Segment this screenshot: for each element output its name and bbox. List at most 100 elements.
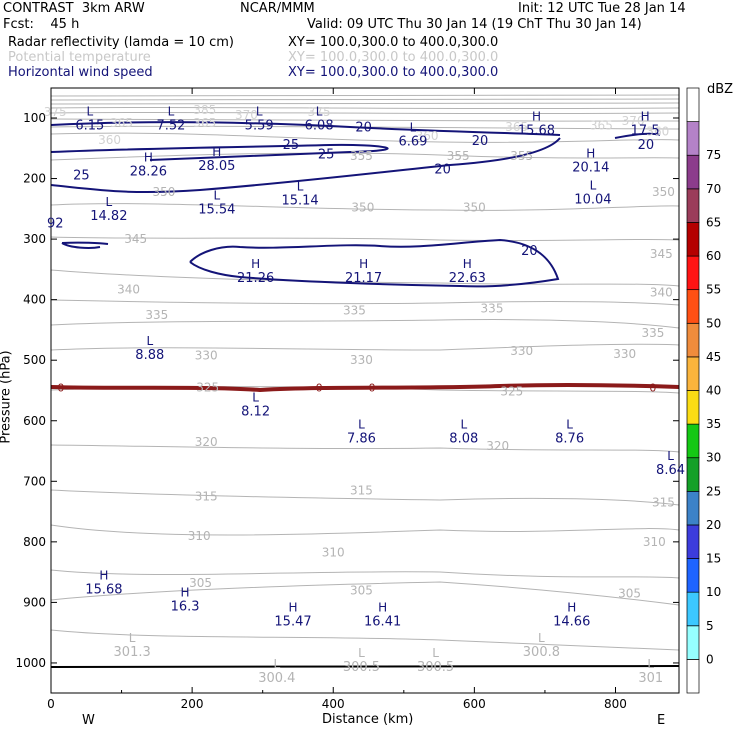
wind-label: 20 [355, 121, 372, 136]
theta-label: 325 [500, 385, 523, 399]
colorbar-label: 10 [706, 585, 721, 599]
extremum-marker: H [567, 600, 576, 614]
extremum-marker: H [251, 257, 260, 271]
theta-label: 365 [193, 116, 216, 130]
forecast-hour: Fcst: 45 h [3, 17, 80, 32]
extremum-marker: L [538, 631, 545, 645]
init-time: Init: 12 UTC Tue 28 Jan 14 [518, 1, 686, 16]
colorbar-swatch [686, 659, 700, 694]
extremum-value: 21.17 [345, 271, 382, 286]
wind-label: 25 [73, 169, 90, 184]
theta-label: 365 [110, 116, 133, 130]
theta-label: 340 [117, 282, 140, 296]
extremum-value: 6.15 [75, 119, 104, 134]
theta-label: 355 [510, 149, 533, 163]
reflectivity-zero-contour [50, 382, 680, 393]
y-axis-label: Pressure (hPa) [0, 350, 14, 444]
extremum-marker: H [212, 145, 221, 159]
extremum-marker: H [99, 568, 108, 582]
valid-time: Valid: 09 UTC Thu 30 Jan 14 (19 ChT Thu … [307, 17, 642, 32]
theta-label: 360 [416, 129, 439, 143]
extremum-value: 14.82 [90, 209, 127, 224]
colorbar-swatch [686, 255, 700, 291]
wind-label: 20 [638, 138, 655, 153]
extremum-marker: L [256, 105, 263, 119]
extremum-marker: L [358, 646, 365, 660]
colorbar-label: 75 [706, 148, 721, 162]
extremum-value: 6.69 [399, 134, 428, 149]
extremum-value: 8.12 [241, 404, 270, 419]
extremum-value: 8.76 [555, 432, 584, 447]
theta-label: 370 [622, 114, 645, 128]
colorbar-label: 30 [706, 451, 721, 465]
colorbar-swatch [686, 87, 700, 122]
extremum-marker: H [181, 585, 190, 599]
extremum-marker: L [667, 449, 674, 463]
plot-frame [50, 87, 680, 694]
reflectivity-label: 0 [57, 381, 64, 394]
colorbar-label: 60 [706, 249, 721, 263]
wind-contours [50, 121, 661, 288]
colorbar-swatch [686, 121, 700, 156]
extremum-marker: L [213, 189, 220, 203]
extremum-value: 10.04 [574, 192, 611, 207]
theta-label: 340 [650, 285, 673, 299]
extremum-value: 300.8 [523, 645, 560, 660]
extremum-marker: H [532, 109, 541, 123]
wind-label: 20 [472, 134, 489, 149]
colorbar-swatch [686, 457, 700, 492]
colorbar-swatch [686, 222, 700, 257]
x-axis-east-label: E [657, 713, 666, 728]
theta-label: 375 [44, 105, 67, 119]
x-axis-west-label: W [82, 713, 95, 728]
extremum-marker: L [410, 120, 417, 134]
colorbar-swatch [686, 625, 700, 660]
colorbar-label: 50 [706, 316, 721, 330]
extremum-value: 21.26 [237, 271, 274, 286]
theta-label: 310 [188, 529, 211, 543]
wind-label: 20 [521, 244, 538, 259]
extremum-marker: L [647, 657, 654, 671]
extremum-marker: L [358, 418, 365, 432]
extremum-marker: H [378, 600, 387, 614]
x-tick-label: 600 [463, 697, 486, 711]
field-xy-wind: XY= 100.0,300.0 to 400.0,300.0 [288, 65, 499, 80]
extremum-marker: H [586, 146, 595, 160]
extremum-marker: L [273, 657, 280, 671]
extremum-marker: L [146, 334, 153, 348]
theta-label: 315 [652, 495, 675, 509]
extremum-marker: L [460, 418, 467, 432]
extremum-marker: L [252, 390, 259, 404]
extremum-marker: H [463, 257, 472, 271]
extremum-marker: L [106, 195, 113, 209]
field-xy-reflectivity: XY= 100.0,300.0 to 400.0,300.0 [288, 35, 499, 50]
theta-label: 320 [195, 435, 218, 449]
extremum-value: 28.26 [130, 165, 167, 180]
colorbar-swatch [686, 423, 700, 459]
colorbar-label: 15 [706, 552, 721, 566]
colorbar-swatch [686, 289, 700, 324]
wind-label: 25 [283, 138, 300, 153]
extremum-value: 300.5 [417, 660, 454, 675]
theta-label: 355 [447, 149, 470, 163]
colorbar-swatch [686, 390, 700, 425]
extremum-value: 8.08 [449, 432, 478, 447]
x-tick-label: 800 [604, 697, 627, 711]
extremum-value: 14.66 [553, 614, 590, 629]
colorbar-swatch [686, 356, 700, 391]
theta-label: 350 [152, 185, 175, 199]
x-tick-label: 0 [47, 697, 55, 711]
y-tick-label: 100 [23, 111, 46, 125]
extremum-value: 8.88 [135, 348, 164, 363]
reflectivity-label: 0 [316, 381, 323, 394]
theta-label: 335 [641, 326, 664, 340]
colorbar-label: 40 [706, 384, 721, 398]
theta-label: 365 [590, 118, 613, 132]
extremum-value: 17.5 [631, 123, 660, 138]
theta-label: 375 [308, 105, 331, 119]
extremum-value: 300.4 [258, 671, 295, 686]
theta-label: 370 [235, 108, 258, 122]
x-tick-label: 200 [181, 697, 204, 711]
x-axis-label: Distance (km) [322, 712, 414, 727]
colorbar-label: 65 [706, 215, 721, 229]
